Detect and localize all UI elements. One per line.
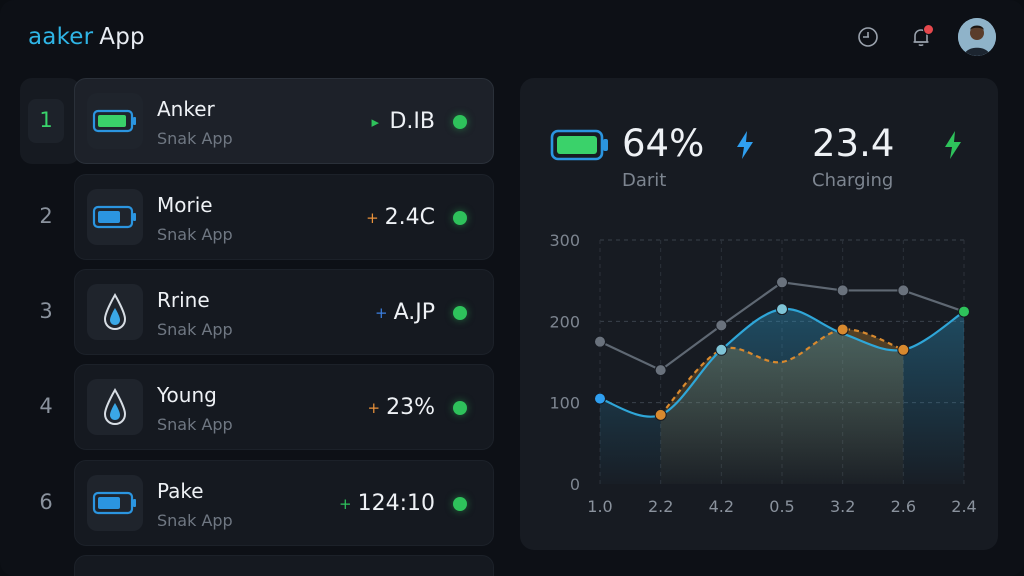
trend-arrow-icon: + — [339, 494, 352, 513]
list-item[interactable]: 3 Rrine Snak App + A.JP — [20, 269, 494, 355]
data-point — [776, 303, 788, 316]
rank-number: 6 — [39, 490, 53, 514]
device-value: + 23% — [367, 395, 435, 420]
x-tick-label: 2.2 — [648, 497, 673, 516]
status-indicator — [453, 115, 467, 129]
x-tick-label: 4.2 — [709, 497, 734, 516]
y-tick-label: 300 — [549, 231, 580, 250]
list-item[interactable] — [20, 555, 494, 576]
rank-number: 3 — [39, 299, 53, 323]
battery-label: Darit — [622, 170, 667, 191]
list-item[interactable]: 1 Anker Snak App ▸ D.IB — [20, 78, 494, 164]
series-area — [600, 308, 964, 484]
device-value: ▸ D.IB — [371, 109, 435, 134]
device-name: Morie — [157, 193, 213, 217]
app-name: App — [99, 24, 145, 50]
series-line — [659, 328, 904, 416]
bell-icon[interactable] — [908, 24, 934, 50]
app-logo: aaker App — [28, 24, 145, 50]
data-point — [836, 323, 849, 336]
data-point — [654, 408, 667, 421]
status-indicator — [453, 497, 467, 511]
device-card[interactable]: Morie Snak App + 2.4C — [74, 174, 494, 260]
x-tick-label: 1.0 — [587, 497, 612, 516]
device-subtitle: Snak App — [157, 129, 233, 148]
device-card[interactable]: Anker Snak App ▸ D.IB — [74, 78, 494, 164]
y-tick-label: 0 — [570, 475, 580, 494]
rank-number: 1 — [39, 108, 53, 132]
charging-bolt-icon — [945, 131, 961, 159]
line-chart: 300 200 100 0 1.0 2.2 4.2 0.5 3.2 2.6 2.4 — [549, 231, 976, 516]
device-subtitle: Snak App — [157, 415, 233, 434]
y-tick-label: 200 — [549, 312, 580, 331]
battery-icon — [550, 129, 608, 161]
data-point — [897, 284, 910, 297]
device-value: + 2.4C — [366, 205, 435, 230]
data-point — [897, 343, 910, 356]
charge-label: Charging — [812, 170, 894, 191]
brand-name: aaker — [28, 24, 94, 50]
status-indicator — [453, 401, 467, 415]
y-tick-label: 100 — [549, 394, 580, 413]
list-item[interactable]: 6 Pake Snak App + 124:10 — [20, 460, 494, 546]
notification-badge — [923, 24, 934, 35]
data-point — [594, 335, 606, 348]
device-card[interactable]: Young Snak App + 23% — [74, 364, 494, 450]
list-item[interactable]: 2 Morie Snak App + 2.4C — [20, 174, 494, 260]
list-item[interactable]: 4 Young Snak App + 23% — [20, 364, 494, 450]
data-point — [715, 343, 728, 356]
data-point — [776, 276, 788, 289]
device-value: + A.JP — [375, 300, 435, 325]
trend-arrow-icon: + — [367, 398, 381, 417]
clock-icon[interactable] — [855, 24, 881, 50]
device-subtitle: Snak App — [157, 320, 233, 339]
device-subtitle: Snak App — [157, 225, 233, 244]
rank-number: 4 — [39, 394, 53, 418]
device-card[interactable] — [74, 555, 494, 576]
data-point — [958, 305, 970, 318]
avatar[interactable] — [958, 18, 996, 56]
device-value: + 124:10 — [339, 491, 435, 516]
x-tick-label: 0.5 — [769, 497, 794, 516]
trend-arrow-icon: + — [366, 208, 379, 227]
stats-panel: 64% Darit 23.4 Charging 300 200 100 0 — [520, 78, 998, 550]
battery-icon — [87, 475, 143, 531]
data-point — [715, 319, 728, 332]
device-card[interactable]: Pake Snak App + 124:10 — [74, 460, 494, 546]
x-tick-label: 3.2 — [830, 497, 855, 516]
device-name: Young — [157, 383, 217, 407]
device-subtitle: Snak App — [157, 511, 233, 530]
data-point — [654, 364, 667, 377]
water-drop-icon — [87, 284, 143, 340]
device-name: Rrine — [157, 288, 210, 312]
battery-percent: 64% — [622, 122, 705, 165]
rank-number: 2 — [39, 204, 53, 228]
data-point — [836, 284, 849, 297]
status-indicator — [453, 306, 467, 320]
battery-icon — [87, 93, 143, 149]
battery-icon — [87, 189, 143, 245]
status-indicator — [453, 211, 467, 225]
x-tick-label: 2.6 — [891, 497, 916, 516]
device-name: Pake — [157, 479, 204, 503]
water-drop-icon — [87, 379, 143, 435]
x-tick-label: 2.4 — [951, 497, 976, 516]
charge-value: 23.4 — [812, 122, 895, 165]
device-card[interactable]: Rrine Snak App + A.JP — [74, 269, 494, 355]
data-point — [594, 392, 606, 405]
trend-arrow-icon: + — [375, 303, 388, 322]
trend-arrow-icon: ▸ — [371, 112, 380, 131]
device-name: Anker — [157, 97, 215, 121]
lightning-icon — [737, 131, 753, 159]
